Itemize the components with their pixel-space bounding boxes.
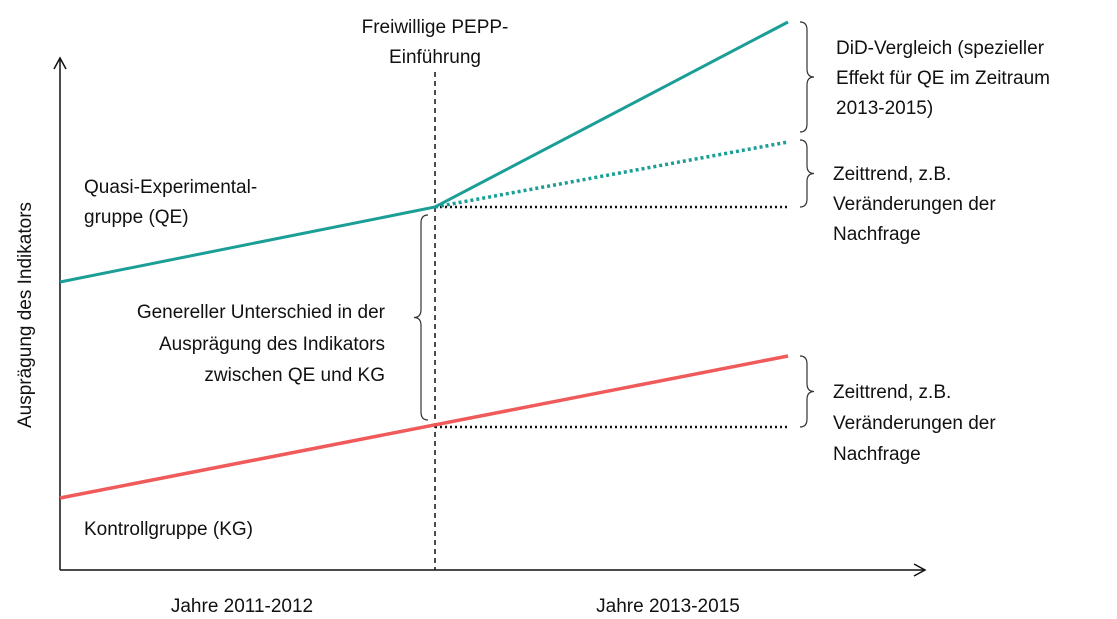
- difference-label: zwischen QE und KG: [204, 365, 385, 386]
- brace: [799, 355, 815, 428]
- annotation: Nachfrage: [833, 444, 921, 465]
- annotation: Veränderungen der: [833, 194, 996, 215]
- annotation: Effekt für QE im Zeitraum: [836, 68, 1050, 89]
- qe-line: [59, 20, 789, 284]
- difference-label: Ausprägung des Indikators: [159, 334, 385, 355]
- brace: [799, 139, 815, 208]
- annotation: Nachfrage: [833, 224, 921, 245]
- y-axis-label: Ausprägung des Indikators: [15, 202, 36, 428]
- qe-label: gruppe (QE): [84, 207, 189, 228]
- difference-label: Genereller Unterschied in der: [137, 302, 386, 323]
- annotation: DiD-Vergleich (spezieller: [836, 38, 1045, 59]
- qe-counterfactual: [434, 140, 789, 209]
- intervention-label: Einführung: [389, 47, 481, 68]
- kg-label: Kontrollgruppe (KG): [84, 519, 253, 540]
- braces: [413, 21, 815, 428]
- annotation: Zeittrend, z.B.: [833, 382, 951, 403]
- qe-label: Quasi-Experimental-: [84, 177, 257, 198]
- brace: [413, 214, 429, 421]
- kg-line: [59, 354, 789, 500]
- annotation: Veränderungen der: [833, 413, 996, 434]
- annotation: 2013-2015): [836, 98, 933, 119]
- annotation: Zeittrend, z.B.: [833, 164, 951, 185]
- period-label: Jahre 2013-2015: [596, 596, 740, 617]
- period-label: Jahre 2011-2012: [171, 596, 313, 617]
- intervention-label: Freiwillige PEPP-: [362, 17, 509, 38]
- brace: [799, 21, 815, 133]
